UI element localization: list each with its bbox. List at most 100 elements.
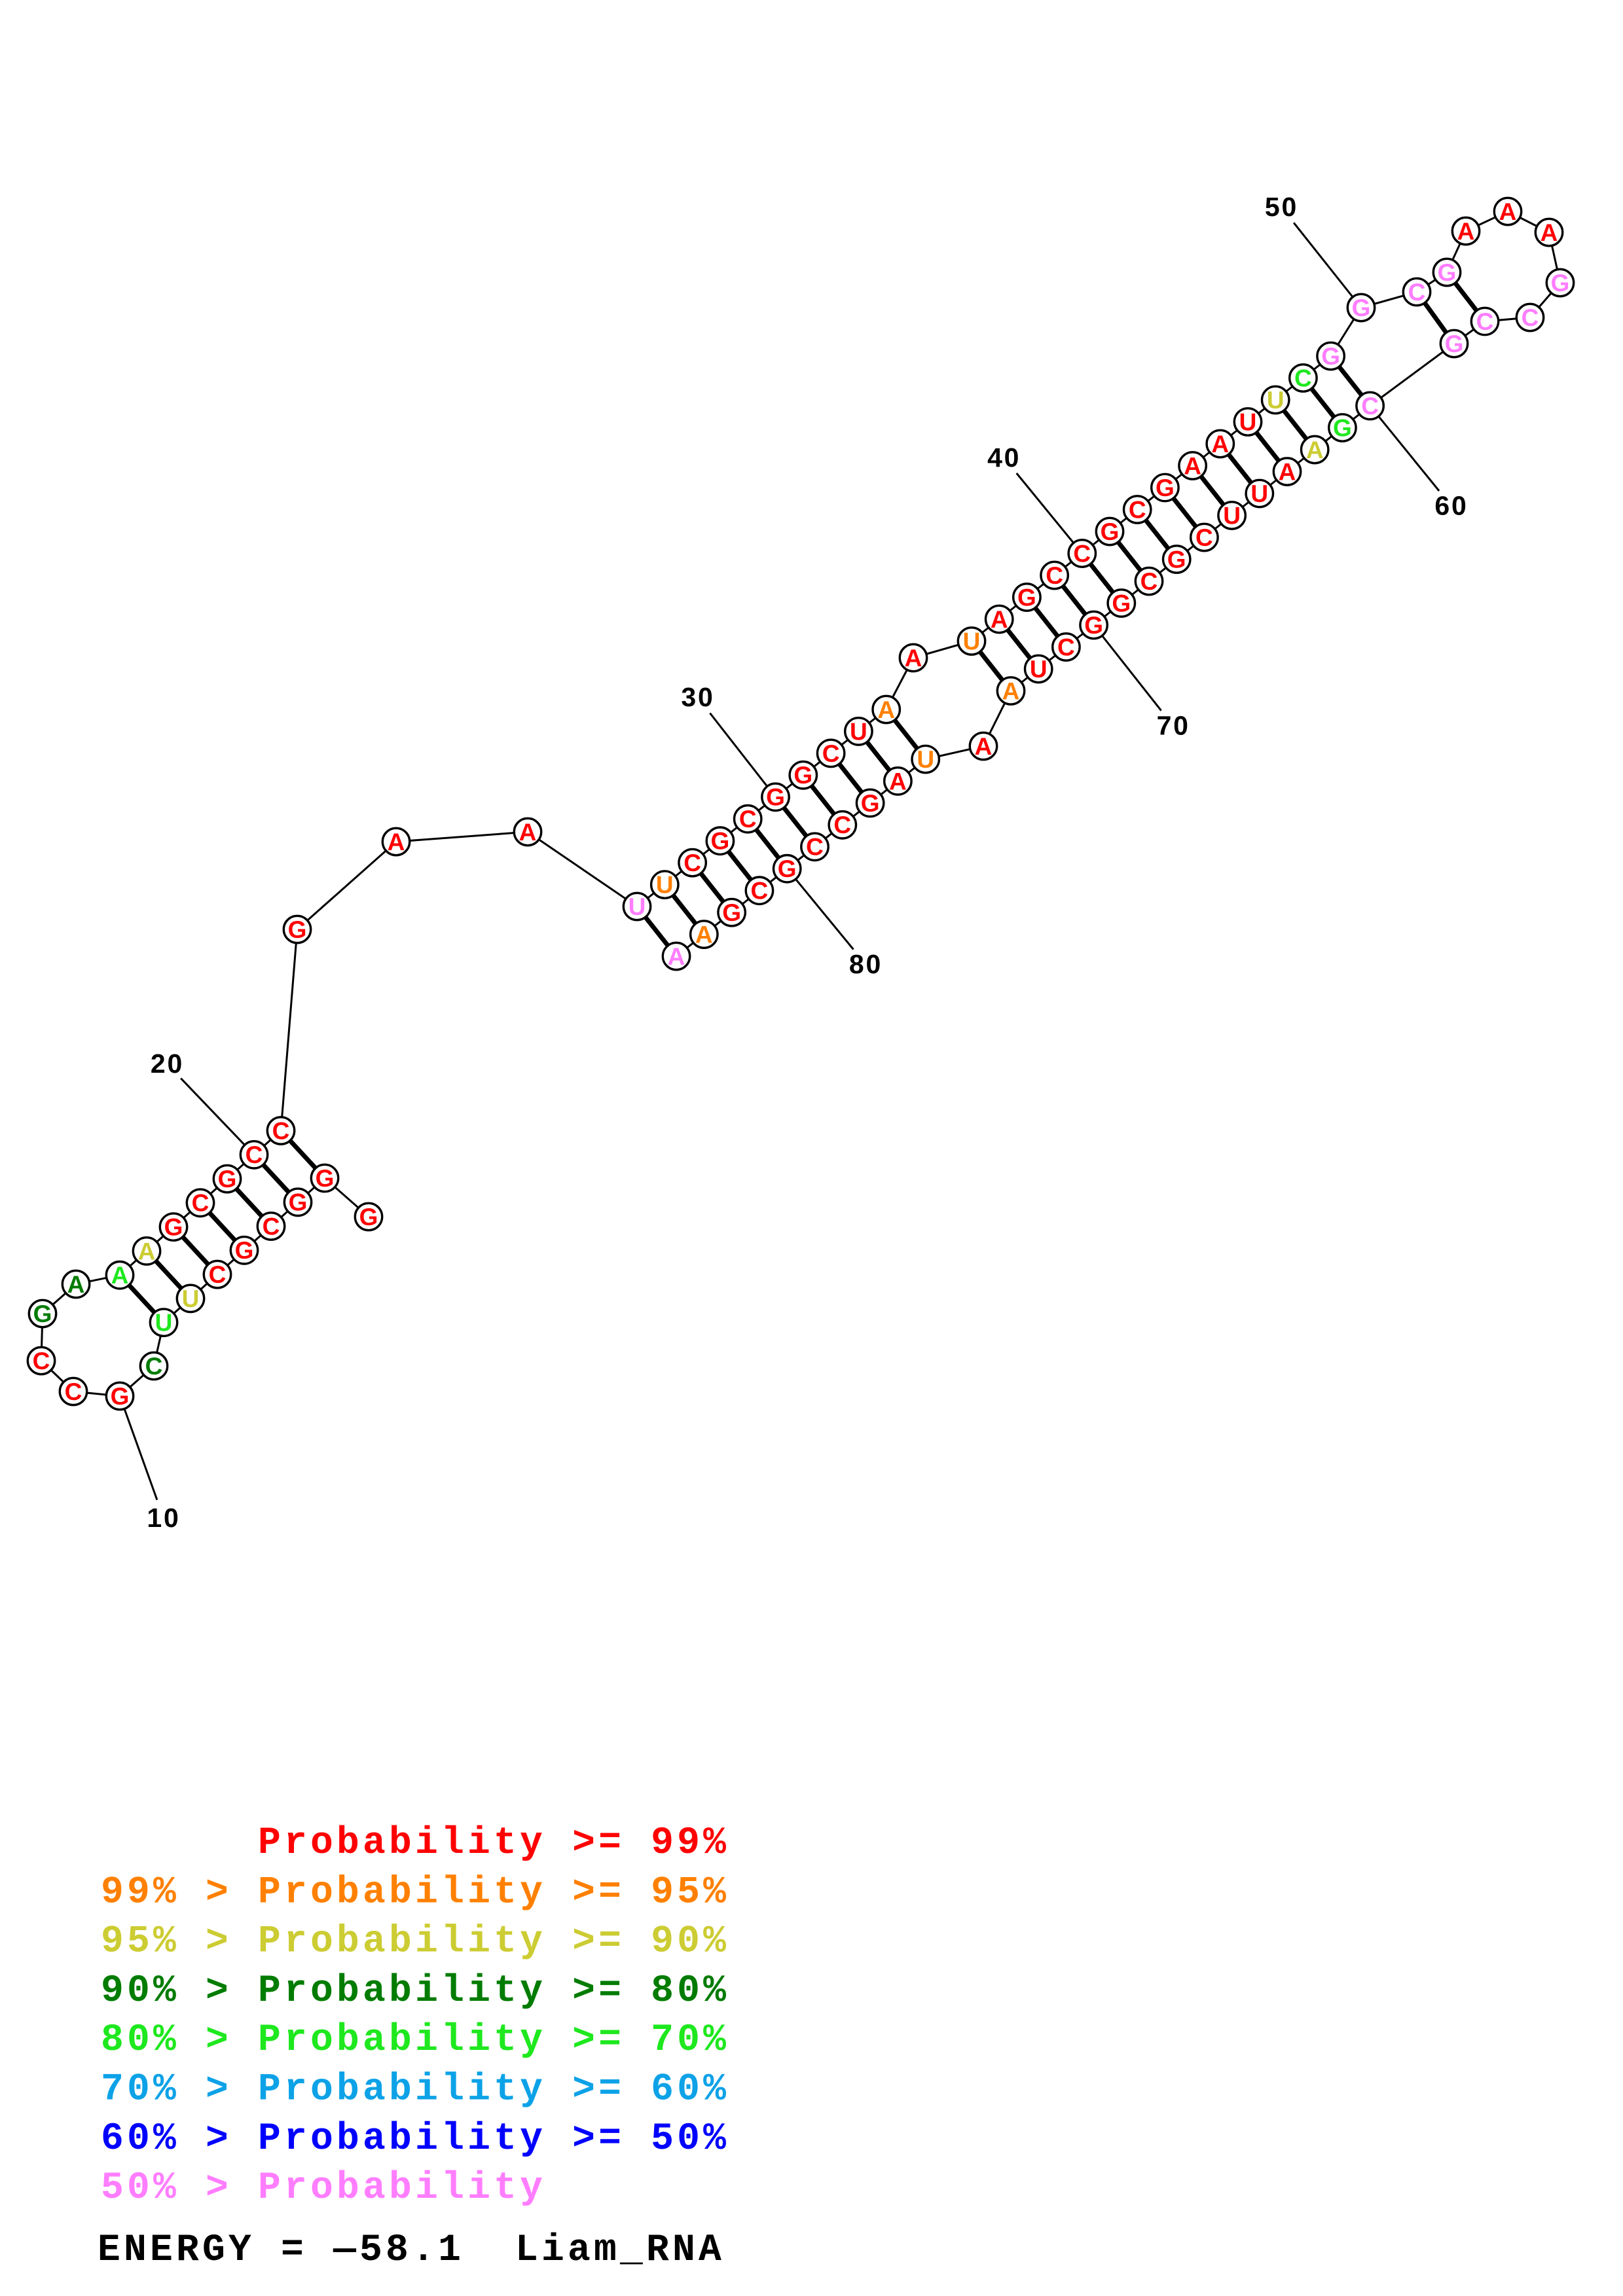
svg-text:G: G: [33, 1300, 52, 1327]
svg-text:50: 50: [1265, 192, 1298, 222]
svg-text:C: C: [1057, 634, 1075, 660]
svg-text:G: G: [1156, 475, 1175, 501]
svg-text:20: 20: [151, 1049, 184, 1079]
svg-text:U: U: [656, 872, 674, 899]
svg-text:C: C: [246, 1141, 263, 1168]
svg-text:A: A: [1499, 198, 1517, 225]
svg-text:U: U: [1250, 480, 1268, 507]
svg-text:A: A: [991, 606, 1008, 633]
svg-text:G: G: [1084, 612, 1103, 639]
svg-text:A: A: [889, 768, 907, 795]
svg-text:A: A: [1306, 437, 1324, 463]
svg-text:G: G: [289, 1189, 308, 1216]
svg-text:C: C: [1361, 393, 1379, 420]
svg-text:C: C: [65, 1378, 82, 1405]
svg-text:A: A: [1211, 431, 1229, 457]
svg-text:G: G: [861, 790, 880, 817]
svg-text:C: C: [806, 834, 824, 861]
svg-text:A: A: [67, 1271, 85, 1298]
svg-text:C: C: [209, 1261, 227, 1288]
svg-text:C: C: [1073, 540, 1091, 567]
svg-text:U: U: [1239, 408, 1257, 435]
svg-text:G: G: [1551, 270, 1570, 296]
svg-text:U: U: [963, 628, 981, 655]
svg-text:40: 40: [987, 442, 1021, 473]
svg-text:C: C: [192, 1190, 210, 1217]
svg-text:Probability >= 99%: Probability >= 99%: [258, 1822, 729, 1865]
svg-text:10: 10: [147, 1503, 180, 1533]
svg-text:A: A: [519, 819, 537, 846]
svg-text:G: G: [711, 828, 730, 855]
svg-text:U: U: [1267, 387, 1285, 414]
svg-text:U: U: [182, 1285, 200, 1312]
svg-text:C: C: [1294, 365, 1312, 391]
svg-text:95% > Probability >= 90%: 95% > Probability >= 90%: [101, 1921, 729, 1964]
svg-text:G: G: [164, 1214, 183, 1241]
svg-text:A: A: [388, 829, 405, 855]
svg-text:50% > Probability: 50% > Probability: [101, 2167, 546, 2210]
svg-text:C: C: [739, 806, 757, 833]
svg-text:C: C: [263, 1213, 280, 1240]
svg-text:G: G: [288, 916, 307, 943]
svg-text:U: U: [1030, 656, 1048, 683]
svg-text:A: A: [1279, 458, 1296, 485]
svg-text:G: G: [1333, 414, 1352, 441]
svg-text:A: A: [1541, 219, 1558, 246]
svg-text:C: C: [833, 812, 851, 838]
svg-text:70% > Probability >= 60%: 70% > Probability >= 60%: [101, 2069, 729, 2111]
svg-text:99% > Probability >= 95%: 99% > Probability >= 95%: [101, 1871, 729, 1914]
svg-text:C: C: [33, 1348, 50, 1374]
svg-text:C: C: [1140, 568, 1158, 595]
svg-text:G: G: [316, 1165, 335, 1192]
svg-text:C: C: [822, 740, 840, 767]
svg-text:C: C: [1046, 562, 1063, 589]
svg-text:A: A: [877, 696, 895, 723]
svg-text:C: C: [1129, 496, 1146, 523]
svg-text:A: A: [138, 1238, 156, 1265]
svg-text:U: U: [917, 746, 934, 773]
svg-text:G: G: [1017, 584, 1036, 611]
svg-text:Liam_RNA: Liam_RNA: [515, 2229, 725, 2272]
svg-text:G: G: [1321, 343, 1340, 370]
svg-text:U: U: [155, 1310, 173, 1336]
svg-text:G: G: [218, 1166, 237, 1193]
svg-text:A: A: [695, 922, 713, 948]
svg-text:C: C: [1522, 304, 1539, 331]
svg-text:C: C: [751, 878, 769, 905]
svg-text:60: 60: [1434, 491, 1468, 521]
svg-text:U: U: [1223, 502, 1241, 529]
svg-text:G: G: [235, 1237, 254, 1264]
svg-text:G: G: [1101, 518, 1120, 545]
svg-text:70: 70: [1157, 711, 1190, 741]
svg-text:C: C: [1476, 308, 1494, 335]
svg-text:U: U: [629, 893, 646, 920]
svg-text:G: G: [1167, 546, 1186, 573]
svg-text:A: A: [1184, 452, 1201, 479]
svg-text:G: G: [1352, 295, 1371, 321]
svg-text:G: G: [778, 855, 797, 882]
svg-text:C: C: [145, 1353, 163, 1380]
svg-text:90% > Probability >= 80%: 90% > Probability >= 80%: [101, 1970, 729, 2013]
svg-text:G: G: [1445, 331, 1464, 357]
svg-text:G: G: [766, 784, 785, 811]
svg-text:80: 80: [849, 949, 883, 979]
svg-text:A: A: [668, 943, 685, 970]
svg-text:A: A: [1002, 677, 1020, 704]
svg-text:A: A: [905, 645, 922, 672]
svg-text:C: C: [272, 1117, 290, 1144]
svg-text:U: U: [850, 718, 867, 745]
svg-text:C: C: [1408, 279, 1426, 306]
svg-text:G: G: [793, 762, 812, 789]
svg-text:A: A: [1457, 218, 1475, 245]
svg-text:C: C: [1195, 524, 1213, 551]
svg-text:A: A: [975, 733, 993, 760]
svg-text:G: G: [359, 1204, 378, 1230]
svg-text:G: G: [1112, 590, 1131, 617]
svg-text:G: G: [1438, 259, 1457, 286]
svg-text:30: 30: [681, 682, 714, 712]
svg-text:80% > Probability >= 70%: 80% > Probability >= 70%: [101, 2019, 729, 2062]
svg-text:G: G: [111, 1383, 130, 1410]
svg-text:60% > Probability >= 50%: 60% > Probability >= 50%: [101, 2118, 729, 2161]
svg-text:ENERGY = —58.1: ENERGY = —58.1: [98, 2229, 464, 2272]
svg-text:C: C: [684, 850, 701, 876]
